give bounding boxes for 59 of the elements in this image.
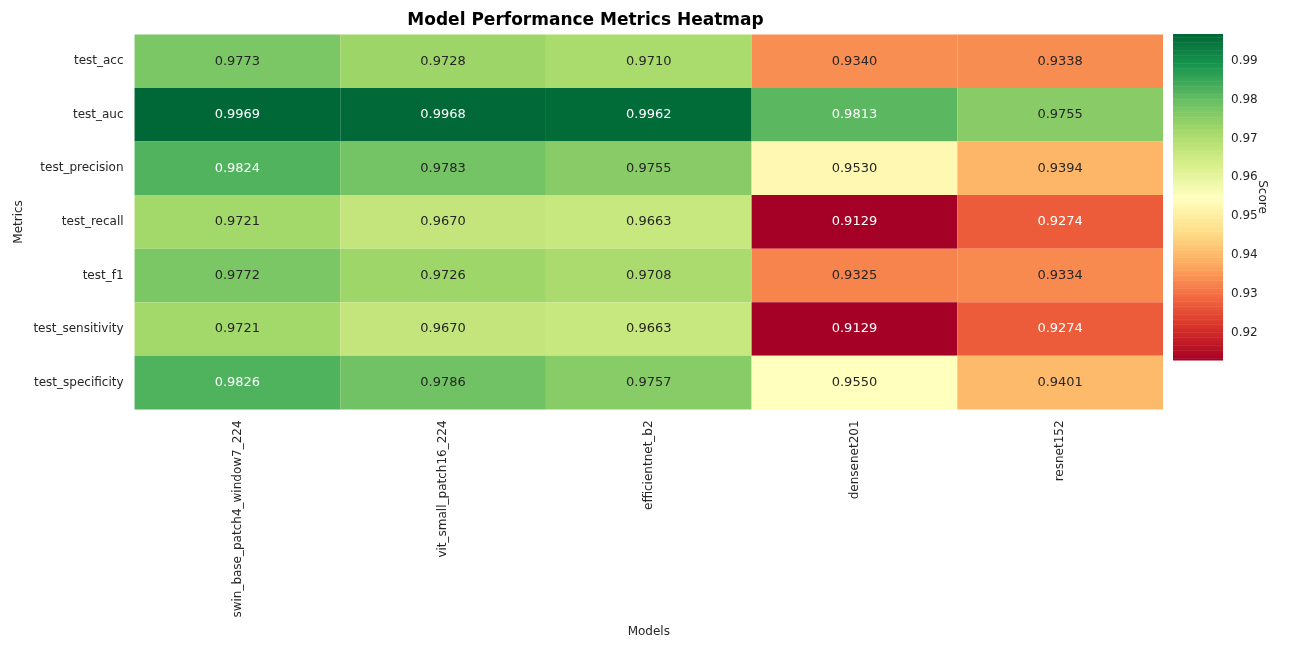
data-label: 0.9721 xyxy=(214,213,261,229)
data-label: 0.9708 xyxy=(626,266,672,282)
data-label: 0.9773 xyxy=(214,52,261,68)
x-tick-label: vit_small_patch16_224 xyxy=(435,420,450,558)
data-label: 0.9962 xyxy=(626,106,672,122)
data-label: 0.9826 xyxy=(214,374,261,389)
data-label: 0.9530 xyxy=(831,159,878,175)
data-label: 0.9813 xyxy=(831,106,878,122)
data-label: 0.9338 xyxy=(1037,52,1083,68)
data-label: 0.9783 xyxy=(420,159,466,175)
data-label: 0.9401 xyxy=(1037,374,1083,389)
y-tick-label: test_auc xyxy=(72,106,124,121)
data-label: 0.9274 xyxy=(1037,213,1083,229)
x-axis-title: Models xyxy=(627,623,670,638)
color-bar-label: 0.98 xyxy=(1231,91,1258,106)
data-label: 0.9721 xyxy=(214,320,261,336)
color-bar-label: 0.99 xyxy=(1231,52,1258,67)
data-label: 0.9550 xyxy=(831,374,878,389)
color-bar-label: 0.94 xyxy=(1231,246,1258,261)
data-label: 0.9772 xyxy=(214,266,261,282)
color-bar-label: 0.92 xyxy=(1231,324,1258,339)
color-bar-label: 0.97 xyxy=(1231,130,1258,145)
x-tick-label: resnet152 xyxy=(1052,420,1067,482)
data-label: 0.9755 xyxy=(1037,106,1083,122)
data-label: 0.9670 xyxy=(420,320,466,336)
x-tick-label: efficientnet_b2 xyxy=(640,420,655,510)
y-tick-label: test_recall xyxy=(61,214,124,229)
data-label: 0.9968 xyxy=(420,106,466,122)
data-label: 0.9757 xyxy=(626,374,672,389)
y-tick-label: test_acc xyxy=(73,53,124,68)
data-label: 0.9728 xyxy=(420,52,466,68)
color-bar-label: 0.93 xyxy=(1231,285,1258,300)
data-label: 0.9340 xyxy=(831,52,878,68)
y-tick-label: test_f1 xyxy=(82,267,124,282)
data-label: 0.9274 xyxy=(1037,320,1083,336)
data-label: 0.9663 xyxy=(626,320,672,336)
data-label: 0.9726 xyxy=(420,266,466,282)
data-label: 0.9755 xyxy=(626,159,672,175)
data-label: 0.9334 xyxy=(1037,266,1083,282)
x-tick-label: swin_base_patch4_window7_224 xyxy=(229,420,244,618)
data-label: 0.9663 xyxy=(626,213,672,229)
x-tick-label: densenet201 xyxy=(846,420,861,500)
chart-title: Model Performance Metrics Heatmap xyxy=(407,8,764,29)
data-label: 0.9786 xyxy=(420,374,466,389)
color-bar-label: 0.95 xyxy=(1231,208,1258,223)
y-tick-label: test_precision xyxy=(40,160,124,175)
y-tick-label: test_specificity xyxy=(34,374,124,389)
data-label: 0.9129 xyxy=(831,320,878,336)
data-label: 0.9129 xyxy=(831,213,878,229)
data-label: 0.9670 xyxy=(420,213,466,229)
color-bar-label: 0.96 xyxy=(1231,169,1258,184)
y-tick-label: test_sensitivity xyxy=(33,321,124,336)
data-label: 0.9394 xyxy=(1037,159,1083,175)
data-label: 0.9824 xyxy=(214,159,261,175)
data-label: 0.9969 xyxy=(214,106,261,122)
color-bar-title: Score xyxy=(1255,180,1270,214)
y-axis-title: Metrics xyxy=(11,200,26,244)
data-label: 0.9710 xyxy=(626,52,672,68)
data-label: 0.9325 xyxy=(831,266,878,282)
